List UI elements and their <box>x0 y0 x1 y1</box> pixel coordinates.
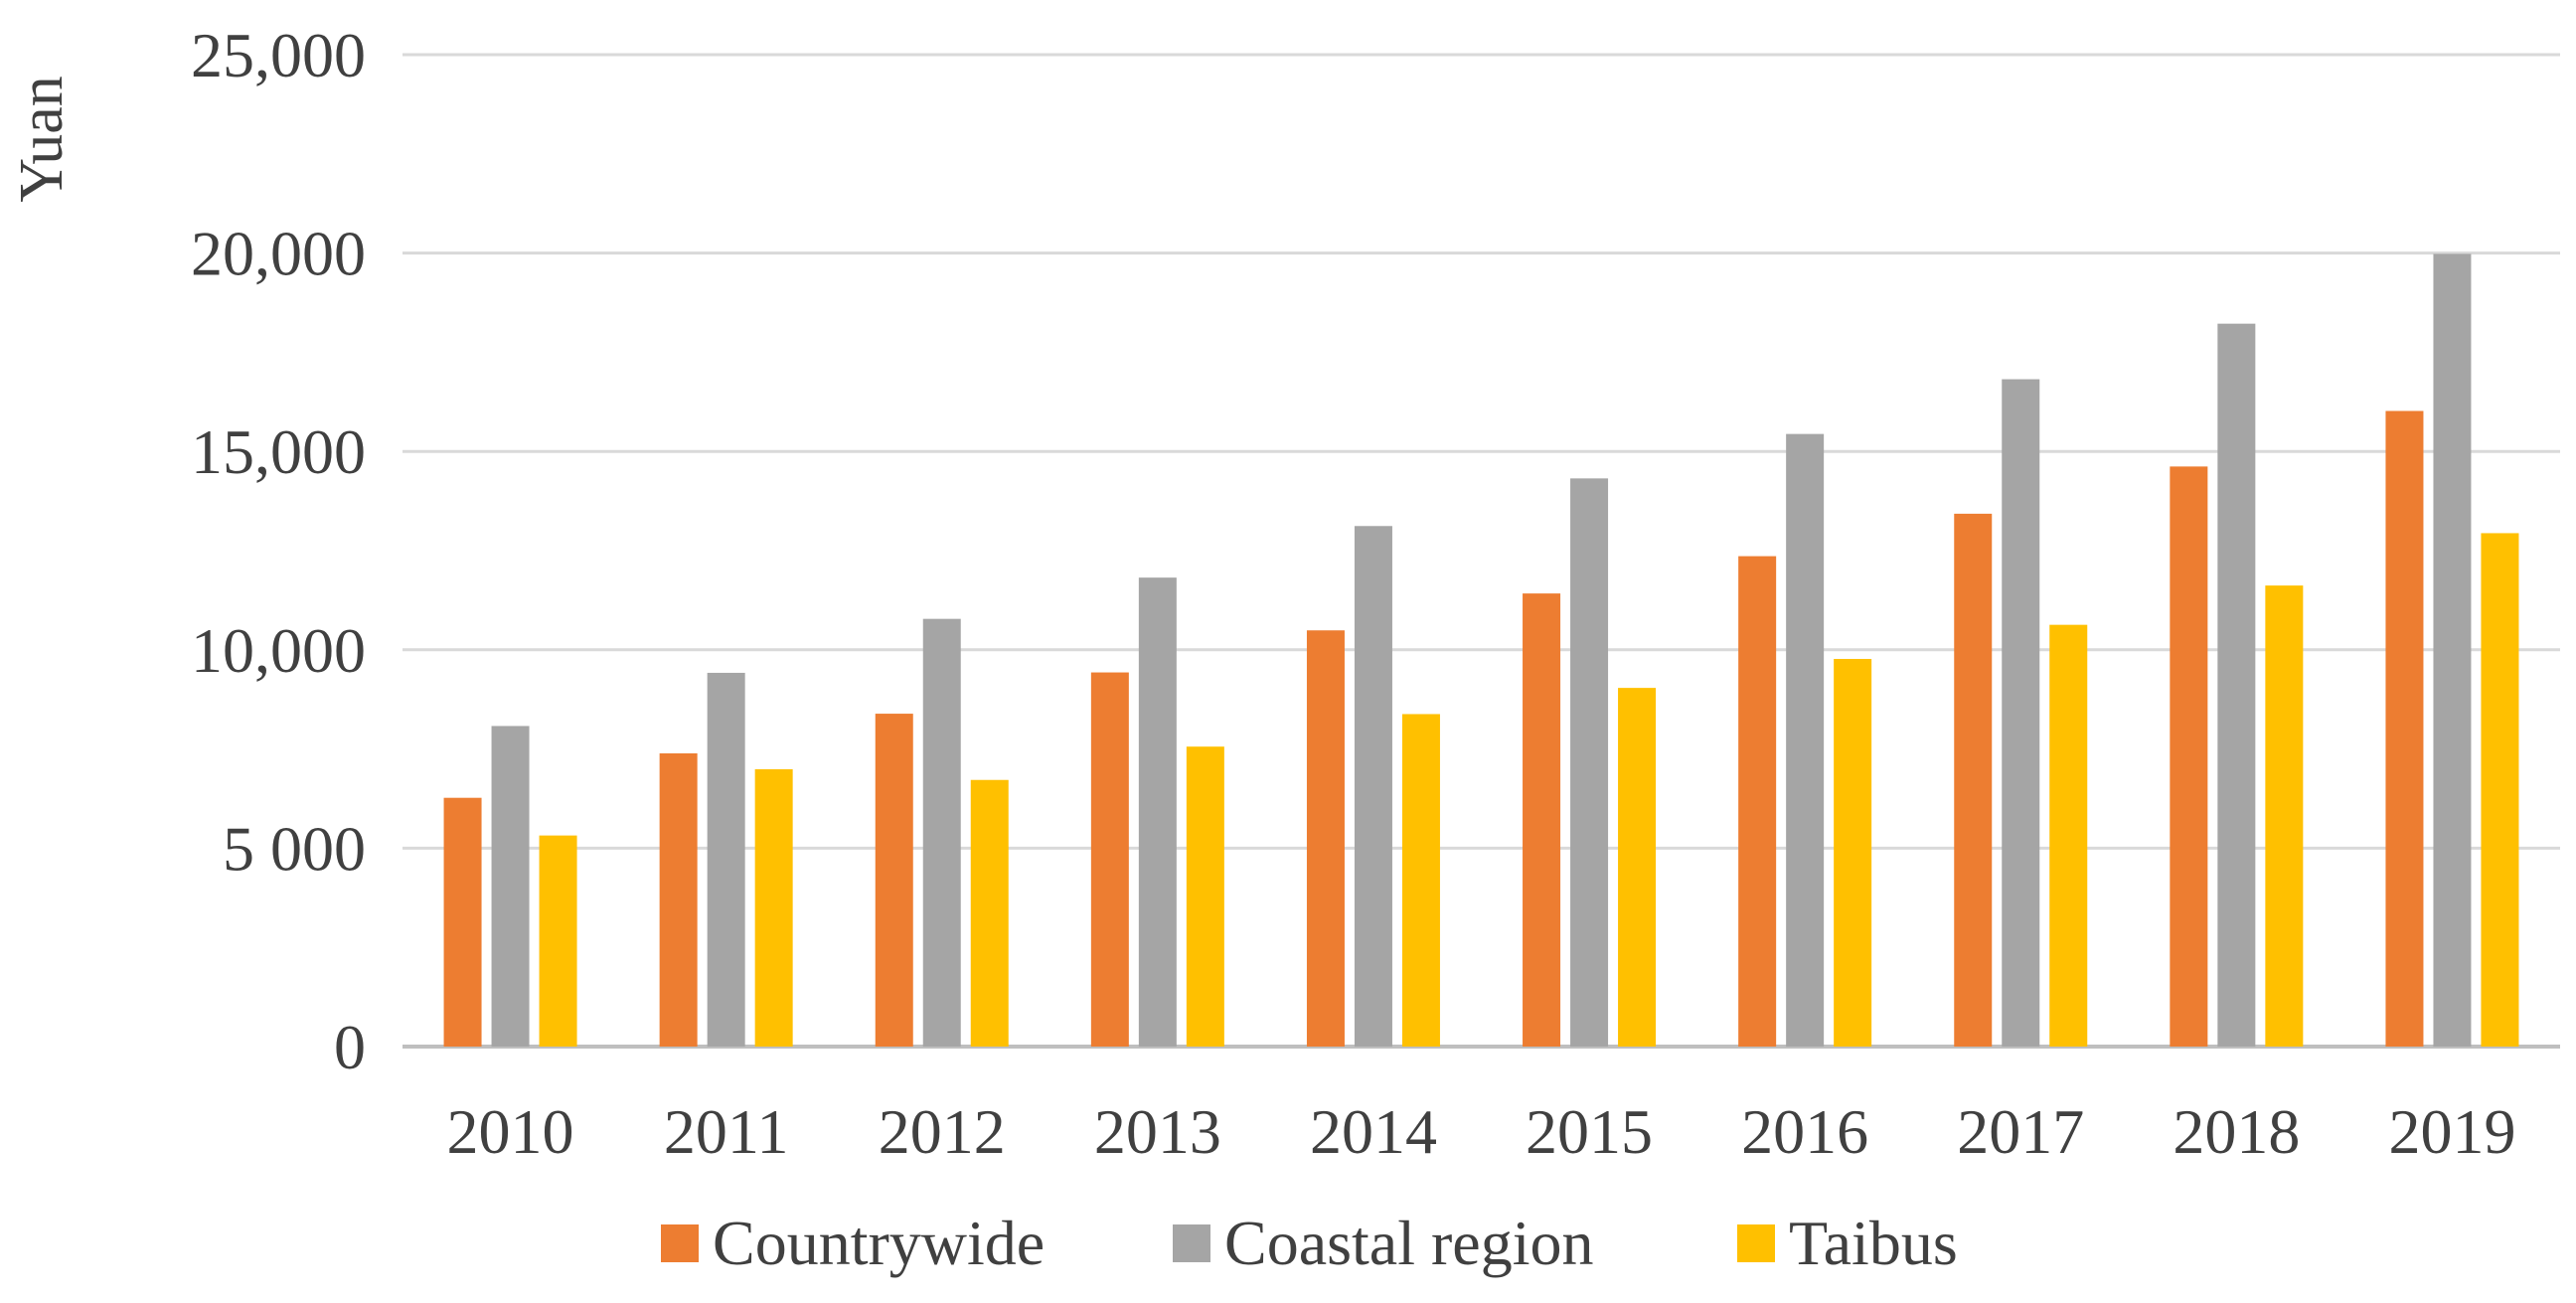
y-tick-label: 0 <box>334 1012 366 1082</box>
y-tick-label: 5 000 <box>223 813 366 884</box>
x-tick-label: 2018 <box>2173 1096 2300 1167</box>
bar-taibus-2016 <box>1834 658 1872 1047</box>
bar-countrywide-2019 <box>2385 410 2424 1048</box>
bar-countrywide-2017 <box>1954 513 1993 1047</box>
bar-taibus-2011 <box>754 768 793 1047</box>
x-tick-label: 2016 <box>1741 1096 1868 1167</box>
x-tick-label: 2014 <box>1310 1096 1437 1167</box>
bar-countrywide-2013 <box>1090 672 1129 1047</box>
bar-taibus-2014 <box>1401 714 1440 1047</box>
bar-taibus-2015 <box>1618 688 1657 1047</box>
bar-taibus-2017 <box>2049 624 2088 1047</box>
x-tick-label: 2010 <box>447 1096 574 1167</box>
x-tick-labels: 2010 2011 2012 2013 2014 2015 2016 2017 2018 2019 <box>447 1096 2516 1167</box>
legend: Countrywide Coastal region Taibus <box>661 1208 1958 1278</box>
bar-taibus-2019 <box>2481 533 2519 1047</box>
bar-countrywide-2015 <box>1523 593 1561 1047</box>
bar-coastal-region-2017 <box>2002 379 2040 1047</box>
bar-countrywide-2014 <box>1306 630 1345 1047</box>
bar-countrywide-2012 <box>875 714 913 1047</box>
bar-taibus-2018 <box>2265 585 2304 1047</box>
x-tick-label: 2019 <box>2388 1096 2515 1167</box>
legend-label-countrywide: Countrywide <box>713 1208 1045 1278</box>
bar-coastal-region-2015 <box>1570 478 1609 1048</box>
bar-coastal-region-2010 <box>491 726 530 1047</box>
bar-coastal-region-2014 <box>1354 526 1392 1047</box>
bar-coastal-region-2013 <box>1138 577 1177 1047</box>
y-tick-label: 20,000 <box>191 219 366 289</box>
bar-taibus-2010 <box>539 835 577 1047</box>
bar-countrywide-2016 <box>1738 556 1777 1047</box>
x-tick-label: 2011 <box>664 1096 789 1167</box>
x-tick-label: 2013 <box>1094 1096 1221 1167</box>
bar-countrywide-2011 <box>659 752 698 1047</box>
x-tick-label: 2015 <box>1526 1096 1653 1167</box>
legend-label-taibus: Taibus <box>1789 1208 1958 1278</box>
legend-swatch-coastal-region <box>1173 1224 1210 1262</box>
bar-coastal-region-2018 <box>2217 323 2256 1047</box>
legend-swatch-taibus <box>1737 1224 1775 1262</box>
legend-swatch-countrywide <box>661 1224 699 1262</box>
y-tick-label: 10,000 <box>191 615 366 686</box>
bar-countrywide-2010 <box>443 797 482 1047</box>
bar-coastal-region-2012 <box>922 618 961 1047</box>
legend-label-coastal-region: Coastal region <box>1224 1208 1593 1278</box>
bar-coastal-region-2016 <box>1786 433 1825 1047</box>
x-tick-label: 2012 <box>879 1096 1006 1167</box>
x-tick-label: 2017 <box>1957 1096 2084 1167</box>
bar-taibus-2013 <box>1186 746 1224 1047</box>
bar-countrywide-2018 <box>2170 466 2208 1047</box>
y-axis-label: Yuan <box>8 76 76 202</box>
bar-coastal-region-2019 <box>2433 253 2472 1047</box>
bar-taibus-2012 <box>970 779 1009 1047</box>
y-tick-label: 15,000 <box>191 416 366 487</box>
y-tick-label: 25,000 <box>191 20 366 90</box>
bar-coastal-region-2011 <box>707 672 745 1047</box>
bars <box>443 253 2519 1048</box>
y-tick-labels: 0 5 000 10,000 15,000 20,000 25,000 <box>191 20 366 1082</box>
